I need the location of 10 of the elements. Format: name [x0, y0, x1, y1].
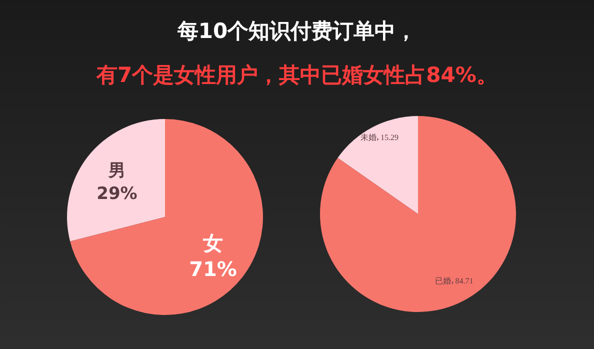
- data-label: 15.29: [380, 133, 399, 142]
- chart-title: 每10个知识付费订单中，: [176, 19, 417, 43]
- slice-label: 女: [202, 231, 224, 256]
- data-label: 71%: [189, 257, 237, 282]
- slice-label: 男: [107, 160, 126, 181]
- data-label: 84.71: [455, 276, 474, 286]
- slice-label: 未婚: [360, 133, 377, 142]
- data-label: 29%: [96, 184, 138, 204]
- chart-subtitle: 有7个是女性用户，其中已婚女性占84%。: [96, 63, 498, 87]
- slice-label: 已婚: [435, 276, 452, 286]
